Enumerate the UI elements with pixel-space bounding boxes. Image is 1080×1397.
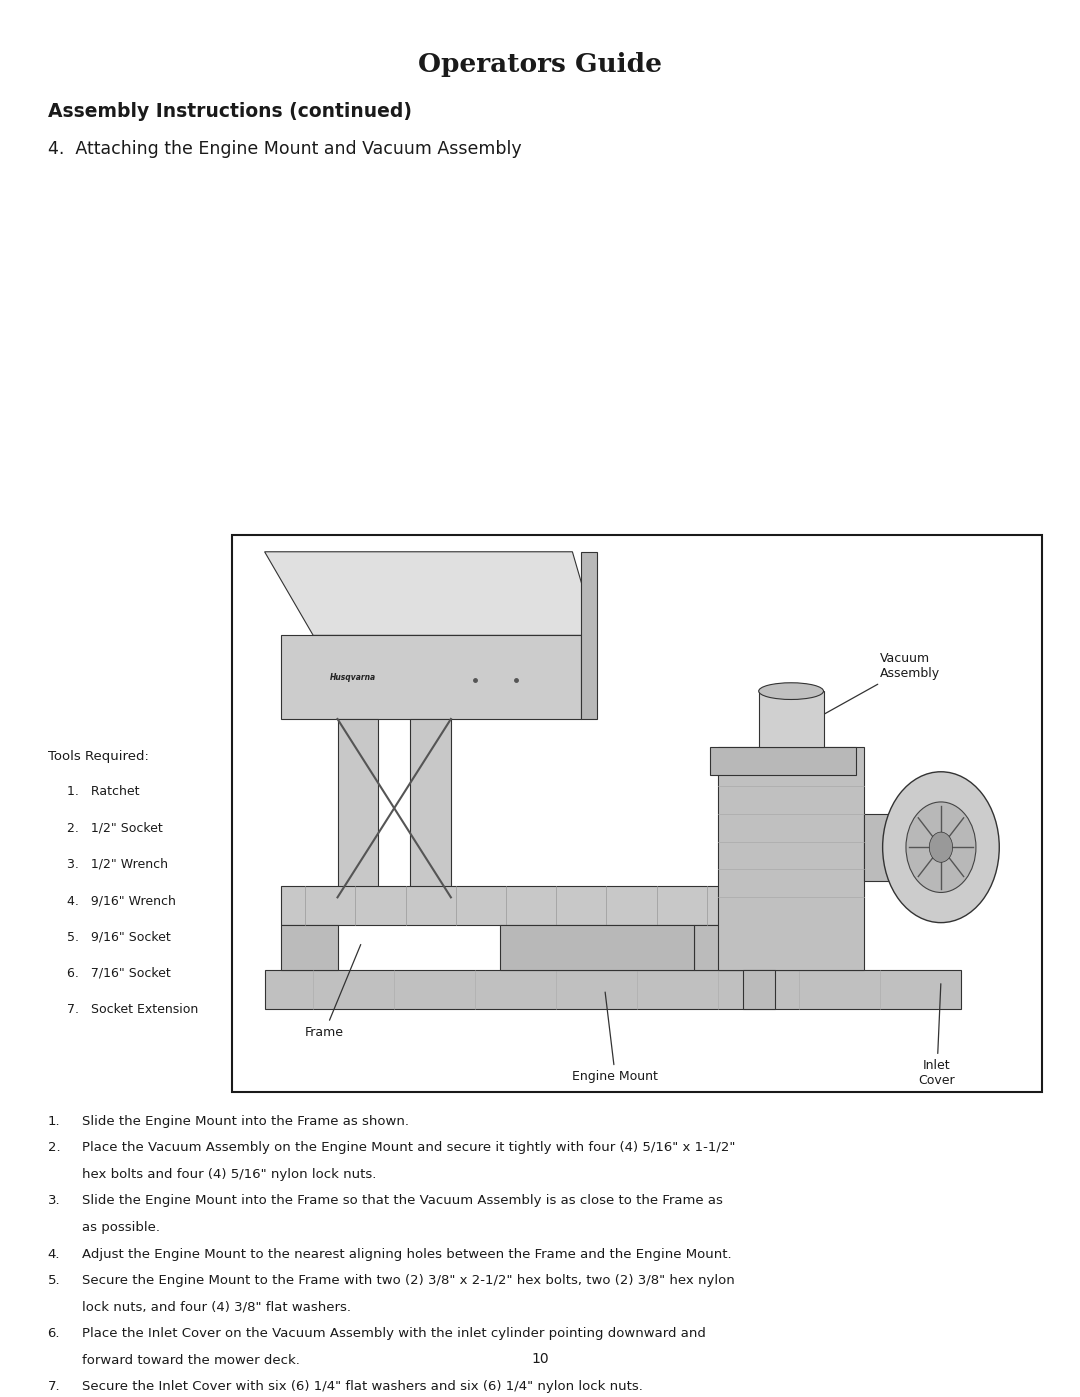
- Bar: [232, 535, 1042, 1092]
- Text: forward toward the mower deck.: forward toward the mower deck.: [82, 1354, 300, 1366]
- Text: Husqvarna: Husqvarna: [329, 673, 376, 682]
- Text: 7.: 7.: [48, 1380, 60, 1393]
- Polygon shape: [864, 813, 913, 880]
- Text: 6.: 6.: [48, 1327, 60, 1340]
- Polygon shape: [693, 925, 759, 970]
- Polygon shape: [711, 747, 855, 775]
- Text: 2.   1/2" Socket: 2. 1/2" Socket: [67, 821, 163, 834]
- Text: Assembly Instructions (continued): Assembly Instructions (continued): [48, 102, 411, 122]
- Text: 10: 10: [531, 1352, 549, 1366]
- Polygon shape: [718, 747, 864, 970]
- Polygon shape: [581, 552, 597, 719]
- Circle shape: [906, 802, 976, 893]
- Text: 1.   Ratchet: 1. Ratchet: [67, 785, 139, 798]
- Text: 1.: 1.: [48, 1115, 60, 1127]
- Polygon shape: [265, 970, 961, 1009]
- Polygon shape: [265, 552, 597, 636]
- Text: Slide the Engine Mount into the Frame as shown.: Slide the Engine Mount into the Frame as…: [82, 1115, 409, 1127]
- Text: Adjust the Engine Mount to the nearest aligning holes between the Frame and the : Adjust the Engine Mount to the nearest a…: [82, 1248, 732, 1260]
- Polygon shape: [337, 719, 378, 897]
- Circle shape: [882, 771, 999, 922]
- Text: hex bolts and four (4) 5/16" nylon lock nuts.: hex bolts and four (4) 5/16" nylon lock …: [82, 1168, 377, 1180]
- Polygon shape: [281, 636, 581, 719]
- Text: Tools Required:: Tools Required:: [48, 750, 148, 763]
- Text: Secure the Inlet Cover with six (6) 1/4" flat washers and six (6) 1/4" nylon loc: Secure the Inlet Cover with six (6) 1/4"…: [82, 1380, 643, 1393]
- Text: Inlet
Cover: Inlet Cover: [919, 983, 955, 1087]
- Text: 4.: 4.: [48, 1248, 60, 1260]
- Text: 5.: 5.: [48, 1274, 60, 1287]
- Text: Operators Guide: Operators Guide: [418, 52, 662, 77]
- Text: 2.: 2.: [48, 1141, 60, 1154]
- Polygon shape: [743, 970, 775, 1009]
- Text: 4.   9/16" Wrench: 4. 9/16" Wrench: [67, 894, 176, 907]
- Text: Frame: Frame: [305, 944, 361, 1038]
- Text: lock nuts, and four (4) 3/8" flat washers.: lock nuts, and four (4) 3/8" flat washer…: [82, 1301, 351, 1313]
- Text: 3.   1/2" Wrench: 3. 1/2" Wrench: [67, 858, 168, 870]
- Text: Vacuum
Assembly: Vacuum Assembly: [818, 652, 941, 718]
- Text: Engine Mount: Engine Mount: [572, 992, 659, 1083]
- Polygon shape: [499, 925, 693, 970]
- Polygon shape: [281, 925, 337, 970]
- Text: 4.  Attaching the Engine Mount and Vacuum Assembly: 4. Attaching the Engine Mount and Vacuum…: [48, 140, 522, 158]
- Polygon shape: [759, 692, 824, 747]
- Text: Place the Inlet Cover on the Vacuum Assembly with the inlet cylinder pointing do: Place the Inlet Cover on the Vacuum Asse…: [82, 1327, 706, 1340]
- Text: 6.   7/16" Socket: 6. 7/16" Socket: [67, 967, 171, 979]
- Text: as possible.: as possible.: [82, 1221, 160, 1234]
- Polygon shape: [281, 886, 759, 925]
- Circle shape: [929, 833, 953, 862]
- Polygon shape: [410, 719, 451, 897]
- Text: 7.   Socket Extension: 7. Socket Extension: [67, 1003, 199, 1016]
- Text: Place the Vacuum Assembly on the Engine Mount and secure it tightly with four (4: Place the Vacuum Assembly on the Engine …: [82, 1141, 735, 1154]
- Ellipse shape: [758, 683, 823, 700]
- Text: Slide the Engine Mount into the Frame so that the Vacuum Assembly is as close to: Slide the Engine Mount into the Frame so…: [82, 1194, 723, 1207]
- Text: Secure the Engine Mount to the Frame with two (2) 3/8" x 2-1/2" hex bolts, two (: Secure the Engine Mount to the Frame wit…: [82, 1274, 734, 1287]
- Text: 3.: 3.: [48, 1194, 60, 1207]
- Text: 5.   9/16" Socket: 5. 9/16" Socket: [67, 930, 171, 943]
